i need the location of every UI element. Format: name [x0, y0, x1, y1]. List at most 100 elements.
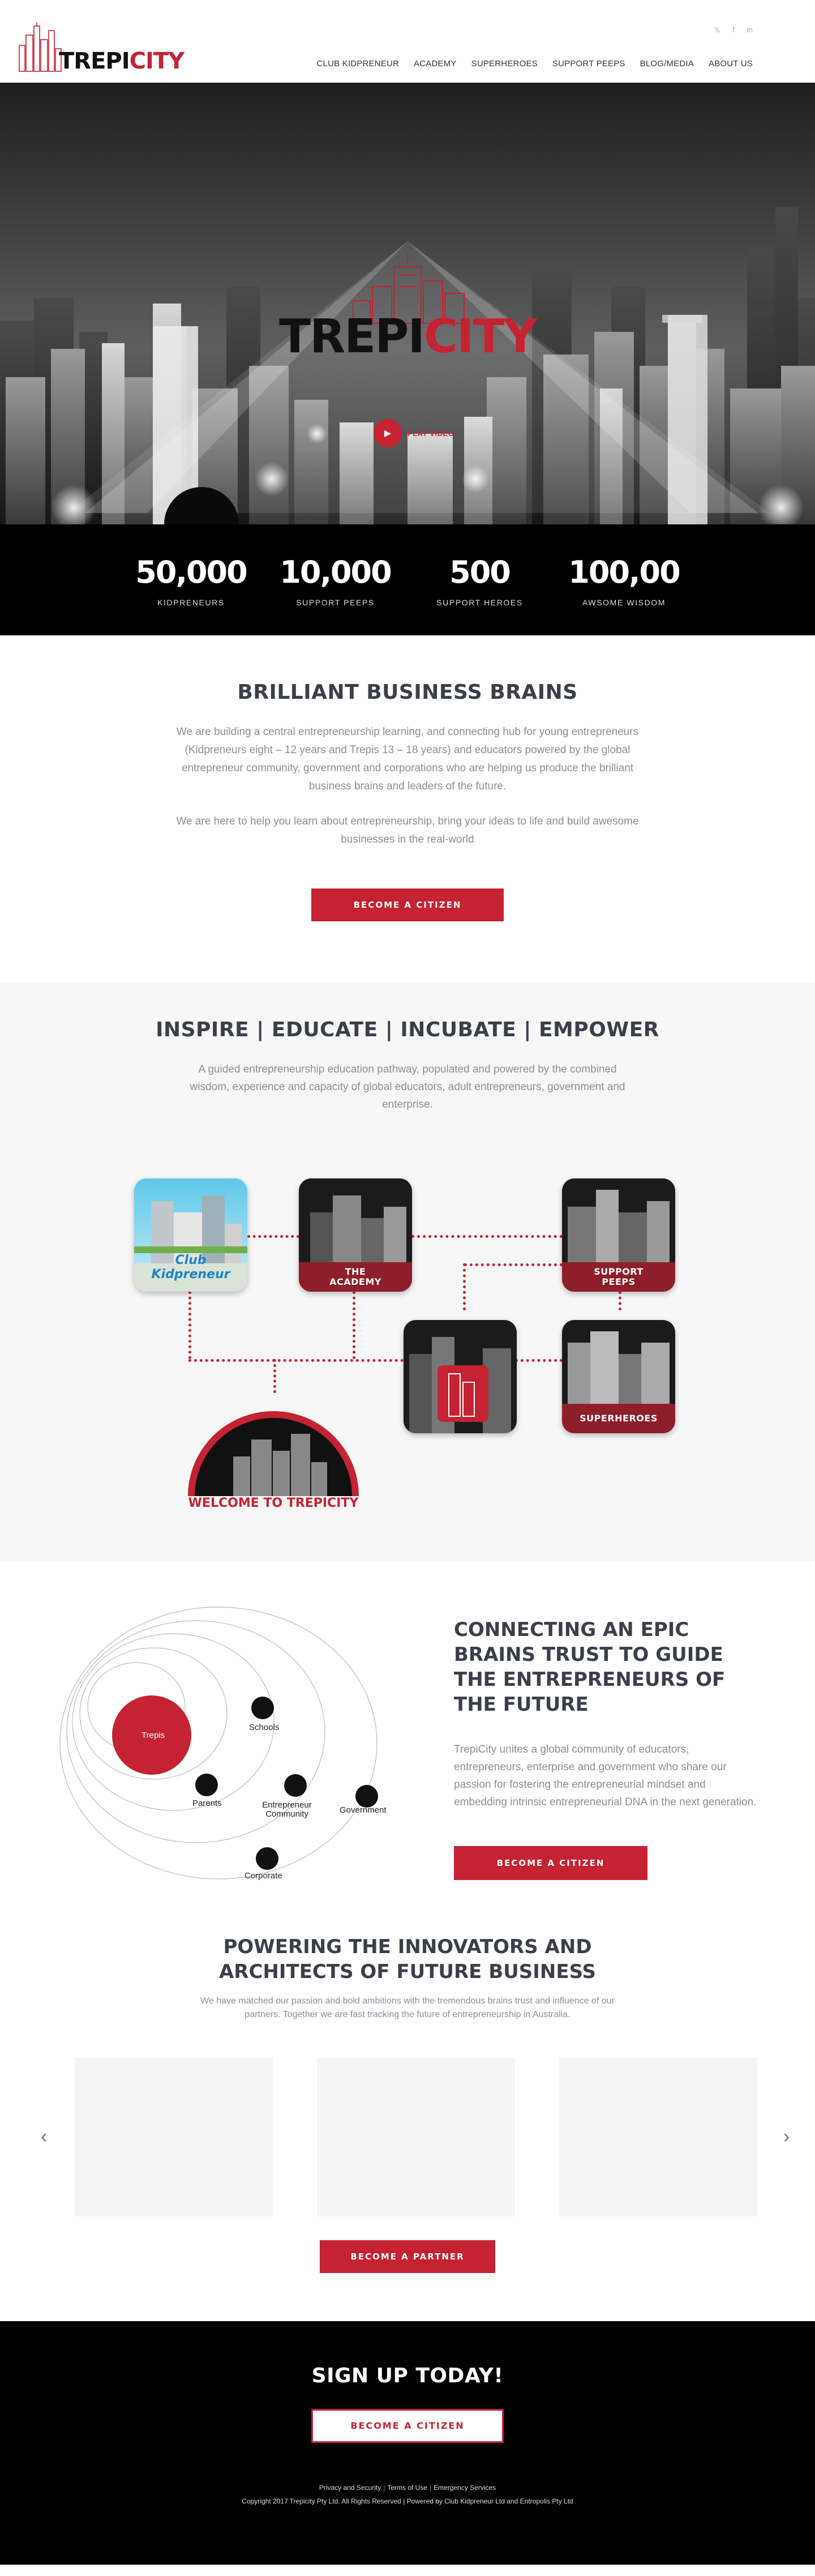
- intro-paragraph: We are building a central entrepreneursh…: [176, 726, 639, 792]
- hero-banner: TREPICITY ▶ PLAY VIDEO: [0, 83, 815, 524]
- connector-line: [188, 1359, 404, 1362]
- stat-kidpreneurs: 50,000 KIDPRENEURS: [119, 557, 263, 635]
- logo-text-trepi: TREPI: [59, 48, 130, 74]
- signup-footer: SIGN UP TODAY! BECOME A CITIZEN Privacy …: [0, 2321, 815, 2565]
- terms-link[interactable]: Terms of Use: [387, 2484, 428, 2492]
- academy-tile[interactable]: THE ACADEMY: [299, 1178, 412, 1292]
- stat-label: AWSOME WISDOM: [582, 598, 666, 607]
- emergency-link[interactable]: Emergency Services: [434, 2484, 496, 2492]
- nav-support-peeps[interactable]: SUPPORT PEEPS: [552, 59, 625, 69]
- footer-links: Privacy and Security | Terms of Use | Emerge…: [0, 2484, 815, 2492]
- stat-label: KIDPRENEURS: [157, 598, 225, 607]
- stat-support-heroes: 500 SUPPORT HEROES: [408, 557, 552, 635]
- main-nav: CLUB KIDPRENEUR ACADEMY SUPERHEROES SUPP…: [317, 59, 753, 69]
- nav-club-kidpreneur[interactable]: CLUB KIDPRENEUR: [316, 59, 400, 69]
- trepicity-hub-tile[interactable]: [404, 1320, 517, 1433]
- partner-card[interactable]: [559, 2058, 757, 2216]
- stat-label: SUPPORT PEEPS: [296, 598, 375, 607]
- connector-line: [463, 1263, 466, 1310]
- stat-value: 50,000: [135, 554, 247, 590]
- facebook-icon[interactable]: f: [732, 25, 735, 34]
- intro-paragraph: We are here to help you learn about entr…: [176, 815, 639, 845]
- welcome-dome-illustration: [188, 1411, 359, 1496]
- site-header: TREPICITY 𝕏 f in CLUB KIDPRENEUR ACADEMY…: [0, 0, 815, 83]
- support-peeps-caption-line1: SUPPORT: [594, 1266, 644, 1277]
- stat-value: 100,00: [568, 554, 680, 590]
- become-citizen-button[interactable]: BECOME A CITIZEN: [454, 1846, 647, 1880]
- partners-paragraph: We have matched our passion and bold amb…: [200, 1996, 615, 2019]
- academy-caption-line2: ACADEMY: [329, 1276, 381, 1287]
- play-icon: ▶: [374, 419, 402, 447]
- academy-caption-line1: THE: [345, 1266, 366, 1277]
- logo-text-city: CITY: [129, 48, 185, 74]
- intro-section: BRILLIANT BUSINESS BRAINS We are buildin…: [0, 635, 815, 982]
- nav-superheroes[interactable]: SUPERHEROES: [471, 59, 538, 69]
- partner-card[interactable]: [75, 2058, 273, 2216]
- logo-skyline-icon: [19, 23, 62, 72]
- nav-about-us[interactable]: ABOUT US: [708, 59, 753, 69]
- connector-line: [515, 1359, 563, 1362]
- club-kidpreneur-tile[interactable]: Club Kidpreneur: [134, 1178, 247, 1292]
- connector-line: [411, 1235, 563, 1238]
- intro-title: BRILLIANT BUSINESS BRAINS: [237, 681, 578, 704]
- copyright-text: Copyright 2017 Trepicity Pty Ltd. All Ri…: [242, 2497, 573, 2505]
- superheroes-caption: SUPERHEROES: [562, 1404, 675, 1433]
- stat-wisdom: 100,00 AWSOME WISDOM: [552, 557, 696, 635]
- superheroes-tile[interactable]: SUPERHEROES: [562, 1320, 675, 1433]
- nav-blog-media[interactable]: BLOG/MEDIA: [640, 59, 694, 69]
- orbit-label-trepis: Trepis: [141, 1731, 165, 1740]
- welcome-label: WELCOME TO TREPICITY: [188, 1496, 359, 1510]
- support-peeps-caption-line2: PEEPS: [602, 1276, 636, 1287]
- orbit-label-community: Entrepreneur Community: [262, 1800, 312, 1819]
- twitter-icon[interactable]: 𝕏: [714, 25, 720, 34]
- signup-title: SIGN UP TODAY!: [311, 2364, 504, 2387]
- stat-label: SUPPORT HEROES: [436, 598, 523, 607]
- partners-title: POWERING THE INNOVATORS AND ARCHITECTS O…: [218, 1936, 597, 1983]
- connector-line: [619, 1291, 621, 1310]
- support-peeps-tile[interactable]: SUPPORT PEEPS: [562, 1178, 675, 1292]
- orbit-label-government: Government: [340, 1805, 387, 1815]
- hero-title-trepi: TREPI: [279, 310, 425, 364]
- city-skyline-illustration: [0, 83, 815, 524]
- connector-line: [247, 1235, 299, 1238]
- become-citizen-button[interactable]: BECOME A CITIZEN: [311, 888, 504, 921]
- welcome-dome[interactable]: WELCOME TO TREPICITY: [188, 1411, 359, 1511]
- academy-caption: THE ACADEMY: [299, 1262, 412, 1292]
- stats-bar: 50,000 KIDPRENEURS 10,000 SUPPORT PEEPS …: [0, 524, 815, 635]
- hero-title-city: CITY: [423, 310, 537, 364]
- stat-value: 500: [449, 554, 511, 590]
- nav-academy[interactable]: ACADEMY: [414, 59, 457, 69]
- brains-trust-section: Trepis Schools Parents Entrepreneur Comm…: [0, 1561, 815, 1934]
- partners-section: POWERING THE INNOVATORS AND ARCHITECTS O…: [0, 1934, 815, 2321]
- pathway-section: INSPIRE | EDUCATE | INCUBATE | EMPOWER A…: [0, 982, 815, 1561]
- partner-card[interactable]: [317, 2058, 515, 2216]
- orbit-label-parents: Parents: [192, 1798, 222, 1808]
- privacy-link[interactable]: Privacy and Security: [319, 2484, 381, 2492]
- social-links: 𝕏 f in: [714, 25, 753, 35]
- separator: |: [430, 2484, 432, 2492]
- brains-trust-paragraph: TrepiCity unites a global community of e…: [454, 1744, 757, 1808]
- site-logo[interactable]: TREPICITY: [17, 23, 185, 74]
- community-orbit-diagram: [59, 1607, 378, 1879]
- carousel-next-icon[interactable]: ›: [783, 2126, 790, 2147]
- orbit-label-schools: Schools: [249, 1723, 280, 1732]
- club-kidpreneur-illustration: [134, 1195, 247, 1292]
- become-partner-button[interactable]: BECOME A PARTNER: [320, 2240, 495, 2273]
- separator: |: [383, 2484, 385, 2492]
- play-video-button[interactable]: ▶ PLAY VIDEO: [374, 419, 454, 447]
- play-video-label: PLAY VIDEO: [408, 429, 454, 438]
- stat-value: 10,000: [280, 554, 392, 590]
- connector-line: [188, 1291, 191, 1359]
- carousel-prev-icon[interactable]: ‹: [41, 2126, 48, 2147]
- become-citizen-button[interactable]: BECOME A CITIZEN: [311, 2409, 504, 2443]
- connector-line: [353, 1291, 355, 1359]
- trepicity-hub-illustration: [409, 1337, 511, 1433]
- orbit-label-corporate: Corporate: [244, 1871, 282, 1881]
- club-kidpreneur-label: Club Kidpreneur: [151, 1253, 230, 1281]
- support-peeps-caption: SUPPORT PEEPS: [562, 1262, 675, 1292]
- brains-trust-title: CONNECTING AN EPIC BRAINS TRUST TO GUIDE…: [454, 1618, 726, 1716]
- connector-line: [464, 1263, 563, 1266]
- hero-title: TREPICITY: [0, 314, 815, 360]
- linkedin-icon[interactable]: in: [747, 25, 753, 34]
- pathway-title: INSPIRE | EDUCATE | INCUBATE | EMPOWER: [156, 1018, 659, 1041]
